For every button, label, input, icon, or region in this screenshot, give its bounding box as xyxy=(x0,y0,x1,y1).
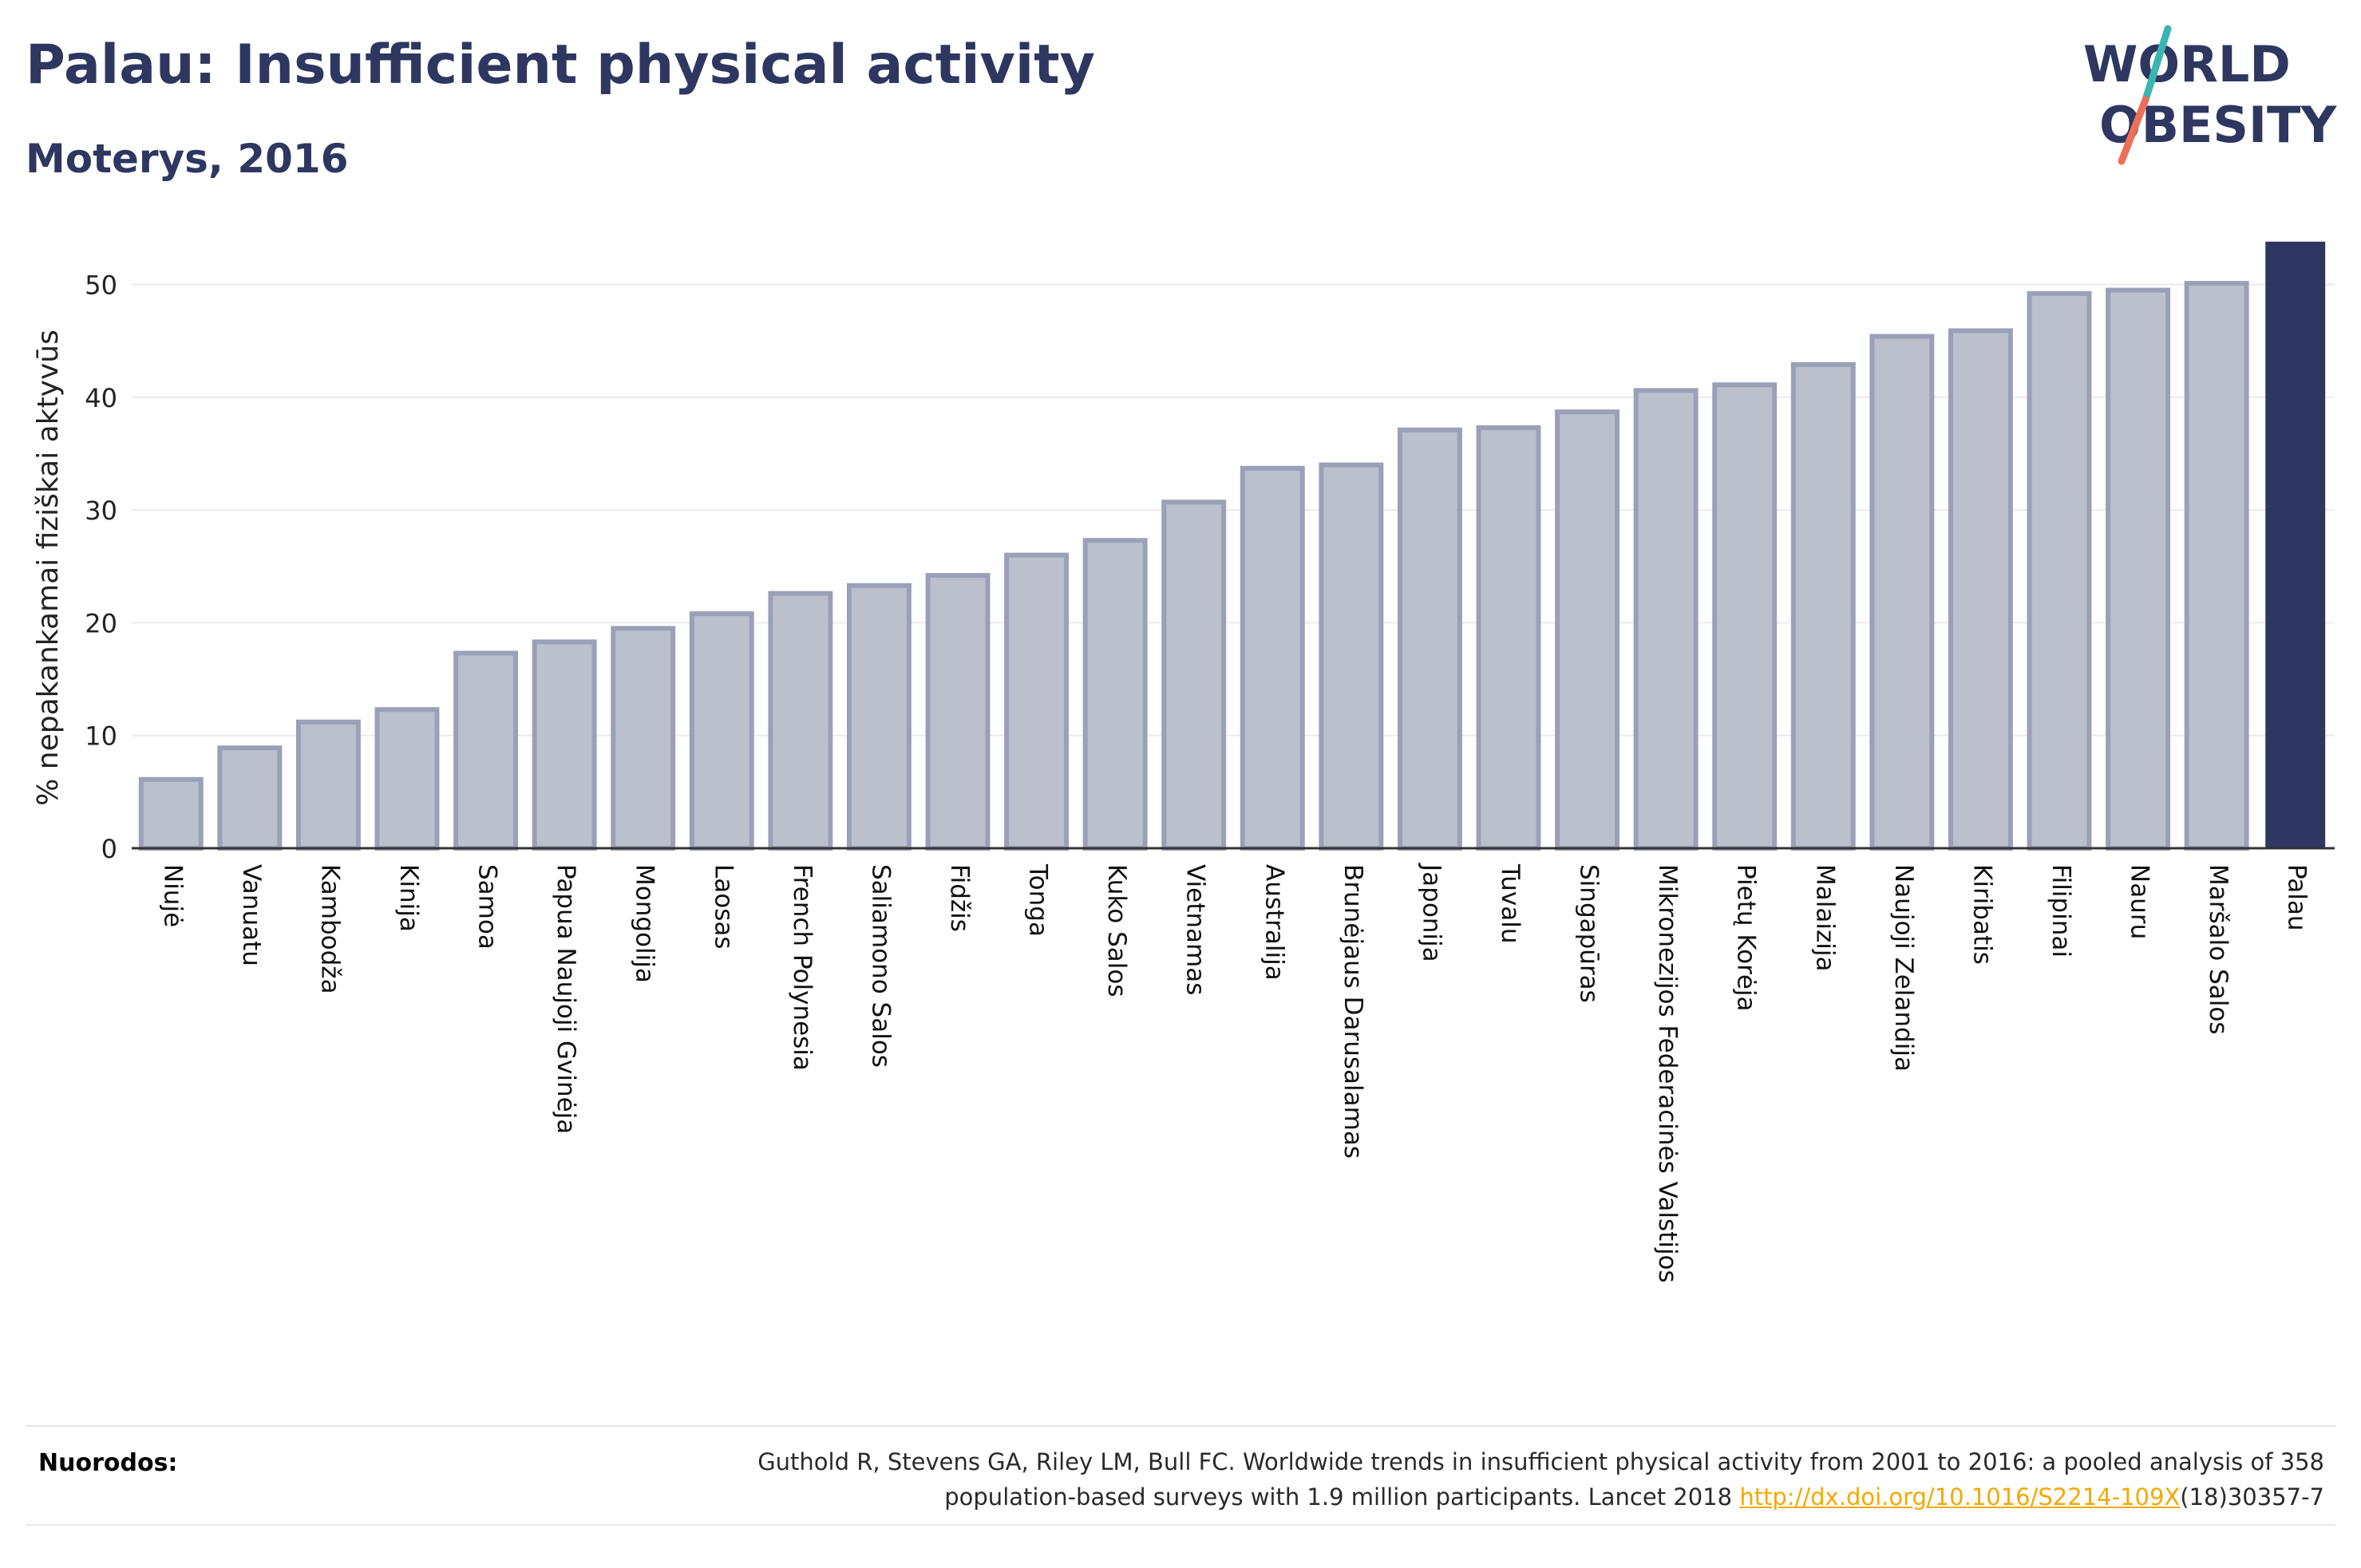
x-tick-label: Tonga xyxy=(1024,863,1053,937)
logo-text-world: WORLD xyxy=(2083,35,2291,93)
citation-doi-link[interactable]: http://dx.doi.org/10.1016/S2214-109X xyxy=(1739,1483,2181,1511)
x-tick-label: Tuvalu xyxy=(1496,863,1525,943)
references-label: Nuorodos: xyxy=(38,1449,178,1477)
x-tick-label: Kuko Salos xyxy=(1102,864,1131,997)
bar-8 xyxy=(689,611,754,851)
x-tick-label: Mikronezijos Federacinės Valstijos xyxy=(1653,864,1682,1283)
x-tick-label: French Polynesia xyxy=(788,864,817,1071)
y-tick-label: 30 xyxy=(85,496,117,526)
bar-26 xyxy=(2106,287,2171,851)
bar-2 xyxy=(217,745,283,851)
bar-3 xyxy=(295,719,361,851)
logo-slash-coral xyxy=(2118,96,2149,165)
bar-9 xyxy=(768,590,833,851)
y-tick-label: 10 xyxy=(85,721,117,752)
x-tick-label: Vanuatu xyxy=(237,864,266,966)
world-obesity-logo: WORLD OBESITY xyxy=(2083,25,2337,165)
citation-line-2-start: population-based surveys with 1.9 millio… xyxy=(944,1483,1740,1511)
page-title: Palau: Insufficient physical activity xyxy=(26,34,1095,97)
bars xyxy=(138,241,2326,851)
x-tick-label: Laosas xyxy=(709,864,738,950)
x-tick-label: Nauru xyxy=(2126,864,2154,939)
x-tick-label: Papua Naujoji Gvinėja xyxy=(552,864,580,1134)
x-tick-label: Saliamono Salos xyxy=(866,864,895,1068)
citation-line-1: Guthold R, Stevens GA, Riley LM, Bull FC… xyxy=(757,1448,2324,1475)
citation-line-2: population-based surveys with 1.9 millio… xyxy=(488,1479,2324,1515)
x-tick-label: Kinija xyxy=(394,864,423,932)
bar-7 xyxy=(611,626,676,851)
x-tick-label: Japonija xyxy=(1417,863,1445,962)
bar-27 xyxy=(2184,281,2249,851)
footer-divider-bottom xyxy=(26,1524,2335,1526)
x-tick-label: Filipinai xyxy=(2047,864,2075,958)
x-tick-label: Naujoji Zelandija xyxy=(1889,864,1918,1072)
page-subtitle: Moterys, 2016 xyxy=(26,136,349,182)
bar-17 xyxy=(1397,427,1462,851)
bar-13 xyxy=(1082,538,1148,851)
y-tick-label: 0 xyxy=(101,834,117,864)
bar-11 xyxy=(925,573,991,851)
x-tick-label: Kambodža xyxy=(315,864,344,994)
bar-10 xyxy=(846,583,912,851)
references-citation: Guthold R, Stevens GA, Riley LM, Bull FC… xyxy=(488,1444,2324,1515)
x-tick-label: Singapūras xyxy=(1575,864,1604,1003)
bar-1 xyxy=(138,776,204,851)
x-tick-label: Niujė xyxy=(158,864,187,927)
bar-4 xyxy=(374,707,440,851)
y-tick-label: 50 xyxy=(85,271,117,301)
x-axis-labels: Niujė Vanuatu Kambodža Kinija Samoa Papua Nau… xyxy=(158,863,2311,1283)
bar-23 xyxy=(1869,334,1935,851)
bar-14 xyxy=(1161,500,1227,851)
bar-22 xyxy=(1790,361,1856,851)
citation-line-2-end: (18)30357-7 xyxy=(2180,1483,2324,1511)
x-tick-label: Mongolija xyxy=(631,864,659,983)
bar-5 xyxy=(453,650,519,851)
bar-6 xyxy=(532,639,597,851)
bar-16 xyxy=(1319,462,1384,851)
x-tick-label: Vietnamas xyxy=(1181,864,1210,995)
x-tick-label: Fidžis xyxy=(945,864,974,932)
logo-slash-teal xyxy=(2142,25,2172,104)
bar-18 xyxy=(1476,425,1541,851)
bar-chart: 0 10 20 30 40 50 Niujė Vanuatu Kambodža Kinija Sa… xyxy=(32,241,2335,1283)
bar-12 xyxy=(1004,552,1070,851)
bar-21 xyxy=(1712,382,1778,851)
x-tick-label: Samoa xyxy=(473,864,502,950)
y-tick-label: 20 xyxy=(85,608,117,638)
x-tick-label: Brunėjaus Darusalamas xyxy=(1339,864,1367,1159)
x-tick-label: Palau xyxy=(2283,864,2312,931)
x-tick-label: Australija xyxy=(1260,864,1288,981)
bar-24 xyxy=(1948,328,2013,851)
bar-28 xyxy=(2265,241,2326,848)
bar-20 xyxy=(1633,388,1699,851)
footer-divider-top xyxy=(26,1425,2335,1427)
bar-25 xyxy=(2027,290,2092,851)
x-tick-label: Kiribatis xyxy=(1968,864,1996,965)
y-tick-label: 40 xyxy=(85,383,117,413)
y-axis-label: % nepakankamai fiziškai aktyvūs xyxy=(32,330,65,806)
x-tick-label: Maršalo Salos xyxy=(2204,864,2232,1034)
bar-15 xyxy=(1240,465,1305,851)
x-tick-label: Malaizija xyxy=(1810,864,1839,971)
y-axis-ticks: 0 10 20 30 40 50 xyxy=(85,271,117,864)
x-tick-label: Pietų Korėja xyxy=(1732,864,1761,1012)
bar-19 xyxy=(1555,409,1620,851)
